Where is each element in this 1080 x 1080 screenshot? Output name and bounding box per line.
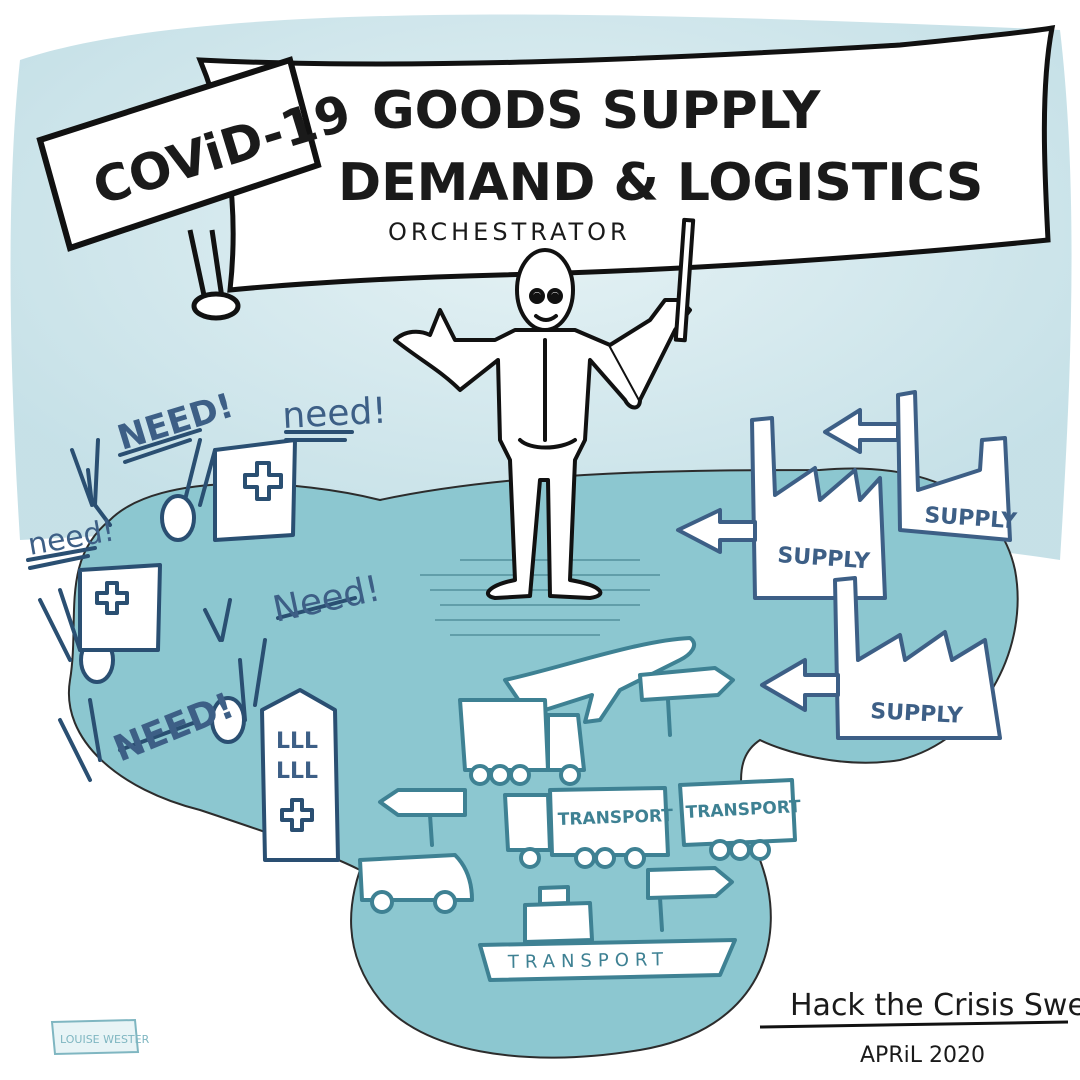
waving-arm [58,698,102,782]
artist-name: LOUISE WESTER [60,1033,150,1046]
truck [458,698,550,772]
artist-stamp: LOUISE WESTER [50,1018,150,1056]
banner: COViD-19 GOODS SUPPLY DEMAND & LOGISTICS… [36,24,1056,321]
supply-factories [676,390,1012,740]
left-arrow-icon [760,658,840,712]
needs-group [26,428,357,862]
waving-arm [203,598,232,642]
event-underline [759,1020,1069,1029]
banner-ribbon [196,24,1056,293]
cross-icon [95,581,129,615]
cross-icon [280,798,314,832]
transport-truck [503,793,552,852]
factory [833,576,1002,740]
waving-arm [70,438,112,527]
floor-shading [420,559,660,636]
sign-post [187,229,225,301]
orchestrator-figure [393,217,696,600]
factory [896,390,1012,542]
supply-label: SUPPLY [870,699,965,729]
orchestrator-body [393,308,642,600]
transport-truck [678,778,797,847]
person-head [160,494,196,542]
hospital-window-row: LLL [276,729,318,754]
left-arrow-icon [823,408,900,454]
event-name: Hack the Crisis Sweden [790,988,1080,1023]
signpost-icon [638,666,735,702]
event-date: APRiL 2020 [860,1043,985,1068]
signpost-icon [378,788,467,817]
banner-subtitle: ORCHESTRATOR [388,218,631,246]
hospital-flag [78,563,162,652]
airplane-icon [503,636,697,732]
hospital-window-row: LLL [276,759,318,784]
transport-label: TRANSPORT [557,806,673,830]
waving-arm [38,588,82,662]
transport-label: TRANSPORT [507,949,670,973]
banner-title-line2: DEMAND & LOGISTICS [338,153,983,213]
transport-group [358,636,797,982]
covid-sign [36,56,322,252]
waving-arm [183,438,217,507]
van [358,853,474,902]
banner-title-line1: GOODS SUPPLY [372,81,822,141]
cross-icon [243,461,283,501]
factory [750,416,887,600]
signpost-icon [646,866,734,900]
sign-post-base [191,291,241,321]
baton [673,217,696,343]
ship [478,938,737,982]
person-head [210,696,246,744]
left-arrow-icon [676,508,757,554]
need-label: need! [281,391,387,437]
